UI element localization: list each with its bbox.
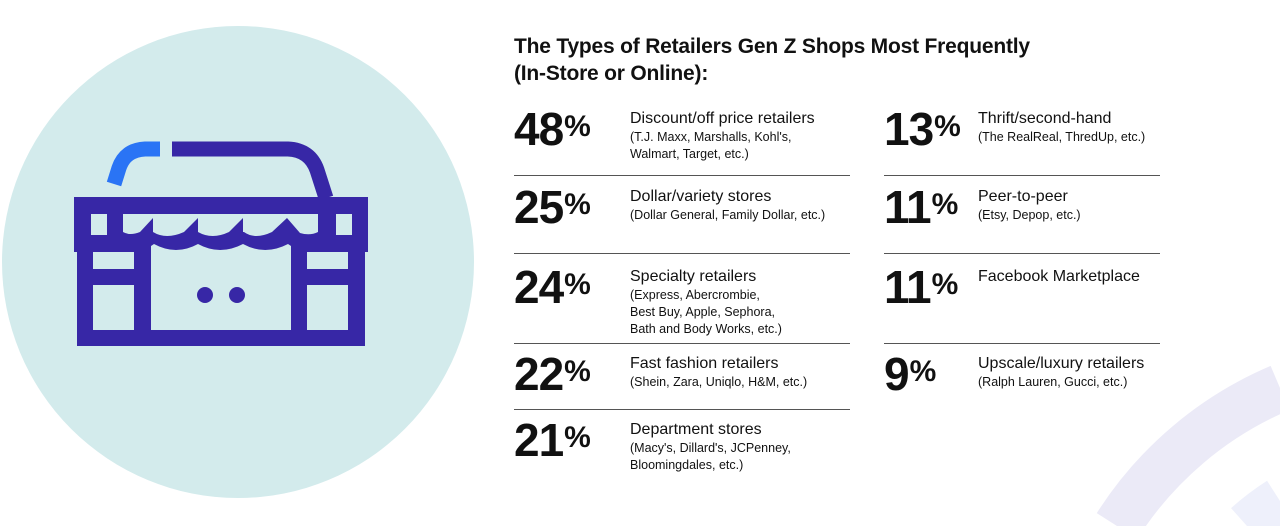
stat-number: 11 [884, 181, 932, 233]
divider [884, 343, 1160, 344]
stat-label-block: Dollar/variety stores (Dollar General, F… [630, 187, 850, 224]
stat-value: 48% [514, 103, 591, 155]
title-line: (In-Store or Online): [514, 62, 709, 85]
divider [514, 253, 850, 254]
stat-label: Specialty retailers [630, 268, 757, 285]
percent-sign: % [564, 355, 591, 388]
stat-value: 13% [884, 103, 961, 155]
stat-item: 13% Thrift/second-hand (The RealReal, Th… [884, 106, 1160, 166]
stat-value: 25% [514, 181, 591, 233]
stat-label-block: Department stores (Macy's, Dillard's, JC… [630, 420, 850, 474]
stat-label: Department stores [630, 421, 762, 438]
stat-label: Upscale/luxury retailers [978, 355, 1145, 372]
stat-value: 9% [884, 348, 937, 400]
stat-examples: (Express, Abercrombie, Best Buy, Apple, … [630, 288, 782, 336]
percent-sign: % [909, 355, 937, 388]
stat-item: 11% Facebook Marketplace [884, 264, 1160, 324]
decorative-arc [1231, 480, 1280, 526]
stat-number: 11 [884, 261, 932, 313]
stat-examples: (Etsy, Depop, etc.) [978, 208, 1081, 222]
divider [514, 409, 850, 410]
stat-number: 25 [514, 181, 564, 233]
stat-item: 21% Department stores (Macy's, Dillard's… [514, 417, 850, 477]
stat-item: 22% Fast fashion retailers (Shein, Zara,… [514, 351, 850, 411]
divider [884, 175, 1160, 176]
stat-label-block: Thrift/second-hand (The RealReal, ThredU… [978, 109, 1160, 146]
stat-label: Facebook Marketplace [978, 268, 1140, 285]
storefront-icon [74, 141, 368, 346]
stat-examples: (Dollar General, Family Dollar, etc.) [630, 208, 826, 222]
stat-number: 21 [514, 414, 564, 466]
stat-label-block: Peer-to-peer (Etsy, Depop, etc.) [978, 187, 1160, 224]
stat-value: 11% [884, 261, 959, 313]
stat-label: Thrift/second-hand [978, 110, 1112, 127]
percent-sign: % [931, 268, 959, 301]
stat-number: 48 [514, 103, 564, 155]
stat-value: 22% [514, 348, 591, 400]
stat-value: 21% [514, 414, 591, 466]
title-line: The Types of Retailers Gen Z Shops Most … [514, 35, 1030, 58]
stat-item: 24% Specialty retailers (Express, Abercr… [514, 261, 850, 336]
stat-number: 13 [884, 103, 934, 155]
stat-value: 24% [514, 261, 591, 313]
decorative-arc [1096, 365, 1280, 526]
percent-sign: % [564, 110, 591, 143]
stat-label-block: Fast fashion retailers (Shein, Zara, Uni… [630, 354, 850, 391]
stat-examples: (Ralph Lauren, Gucci, etc.) [978, 375, 1128, 389]
stat-item: 9% Upscale/luxury retailers (Ralph Laure… [884, 351, 1160, 411]
stat-label: Fast fashion retailers [630, 355, 779, 372]
divider [884, 253, 1160, 254]
stat-item: 11% Peer-to-peer (Etsy, Depop, etc.) [884, 184, 1160, 244]
stat-label-block: Upscale/luxury retailers (Ralph Lauren, … [978, 354, 1160, 391]
stat-examples: (The RealReal, ThredUp, etc.) [978, 130, 1146, 144]
stat-value: 11% [884, 181, 959, 233]
percent-sign: % [564, 421, 591, 454]
stat-examples: (Macy's, Dillard's, JCPenney, Bloomingda… [630, 441, 791, 472]
stat-label: Dollar/variety stores [630, 188, 772, 205]
stat-examples: (T.J. Maxx, Marshalls, Kohl's, Walmart, … [630, 130, 792, 161]
stat-number: 22 [514, 348, 564, 400]
stat-label: Peer-to-peer [978, 188, 1068, 205]
stat-number: 9 [884, 348, 910, 400]
percent-sign: % [564, 188, 591, 221]
stat-item: 48% Discount/off price retailers (T.J. M… [514, 106, 850, 166]
divider [514, 175, 850, 176]
stat-item: 25% Dollar/variety stores (Dollar Genera… [514, 184, 850, 244]
percent-sign: % [934, 110, 961, 143]
stat-label: Discount/off price retailers [630, 110, 815, 127]
percent-sign: % [931, 188, 959, 221]
stat-examples: (Shein, Zara, Uniqlo, H&M, etc.) [630, 375, 808, 389]
page-title: The Types of Retailers Gen Z Shops Most … [514, 33, 1030, 87]
stat-label-block: Specialty retailers (Express, Abercrombi… [630, 267, 850, 338]
stat-number: 24 [514, 261, 564, 313]
stat-label-block: Discount/off price retailers (T.J. Maxx,… [630, 109, 850, 163]
percent-sign: % [564, 268, 591, 301]
stat-label-block: Facebook Marketplace [978, 267, 1160, 287]
divider [514, 343, 850, 344]
